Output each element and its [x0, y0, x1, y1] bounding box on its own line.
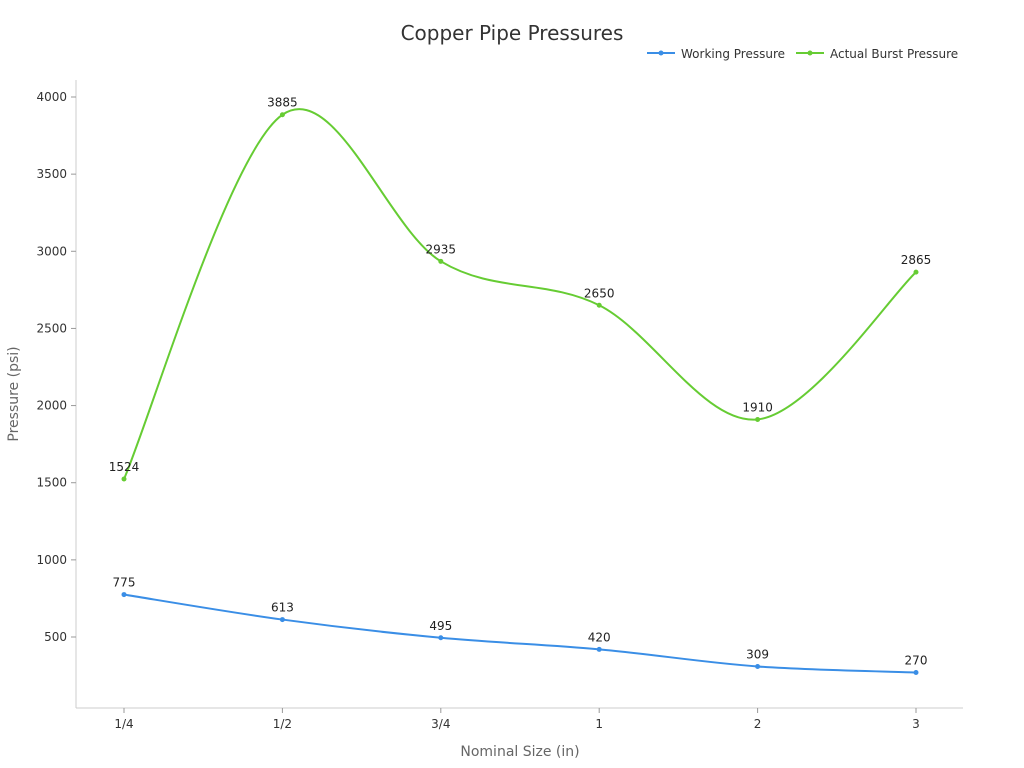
series-line: [123, 108, 917, 480]
data-point[interactable]: [279, 617, 285, 623]
data-label: 775: [113, 576, 136, 590]
y-tick-label: 3500: [36, 167, 67, 181]
legend-item[interactable]: Actual Burst Pressure: [796, 47, 958, 61]
legend-marker-icon: [807, 50, 813, 56]
y-tick-label: 3000: [36, 244, 67, 258]
series-working-pressure: 775 613 495 420 309 270: [113, 576, 928, 675]
data-label: 2865: [901, 253, 932, 267]
data-point[interactable]: [279, 112, 285, 118]
series-line: [123, 593, 917, 674]
data-label: 495: [429, 619, 452, 633]
x-tick-label: 3: [912, 717, 920, 731]
chart-title: Copper Pipe Pressures: [401, 21, 624, 45]
legend-marker-icon: [658, 50, 664, 56]
series-group: 775 613 495 420 309 270 1524 3885 2935 2650 1910 28…: [109, 96, 932, 675]
x-tick-label: 1/4: [114, 717, 133, 731]
data-point[interactable]: [438, 635, 444, 641]
data-label: 2935: [426, 242, 457, 256]
y-tick-label: 2000: [36, 399, 67, 413]
data-label: 270: [905, 653, 928, 667]
data-label: 1910: [742, 400, 773, 414]
legend-label: Working Pressure: [681, 47, 785, 61]
data-label: 309: [746, 647, 769, 661]
legend: Working Pressure Actual Burst Pressure: [647, 47, 958, 61]
data-label: 1524: [109, 460, 140, 474]
x-axis-label: Nominal Size (in): [460, 744, 579, 760]
x-tick-label: 1: [595, 717, 603, 731]
x-tick-label: 3/4: [431, 717, 450, 731]
y-axis-ticks: 500 1000 1500 2000 2500 3000 3500 4000: [36, 90, 76, 644]
series-actual-burst-pressure: 1524 3885 2935 2650 1910 2865: [109, 96, 932, 482]
data-point[interactable]: [913, 269, 919, 275]
data-label: 613: [271, 601, 294, 615]
legend-label: Actual Burst Pressure: [830, 47, 958, 61]
data-label: 3885: [267, 96, 298, 110]
x-tick-label: 2: [754, 717, 762, 731]
y-tick-label: 2500: [36, 321, 67, 335]
data-point[interactable]: [913, 669, 919, 675]
y-tick-label: 4000: [36, 90, 67, 104]
axes: [75, 80, 963, 709]
data-point[interactable]: [438, 258, 444, 264]
y-tick-label: 500: [44, 630, 67, 644]
data-point[interactable]: [121, 476, 127, 482]
legend-item[interactable]: Working Pressure: [647, 47, 785, 61]
data-point[interactable]: [596, 646, 602, 652]
data-point[interactable]: [121, 592, 127, 598]
y-tick-label: 1500: [36, 476, 67, 490]
data-point[interactable]: [755, 663, 761, 669]
x-tick-label: 1/2: [273, 717, 292, 731]
y-axis-label: Pressure (psi): [6, 346, 22, 441]
data-label: 420: [588, 630, 611, 644]
data-point[interactable]: [755, 416, 761, 422]
x-axis-ticks: 1/4 1/2 3/4 1 2 3: [114, 708, 920, 731]
data-point[interactable]: [596, 302, 602, 308]
data-label: 2650: [584, 286, 615, 300]
y-tick-label: 1000: [36, 553, 67, 567]
